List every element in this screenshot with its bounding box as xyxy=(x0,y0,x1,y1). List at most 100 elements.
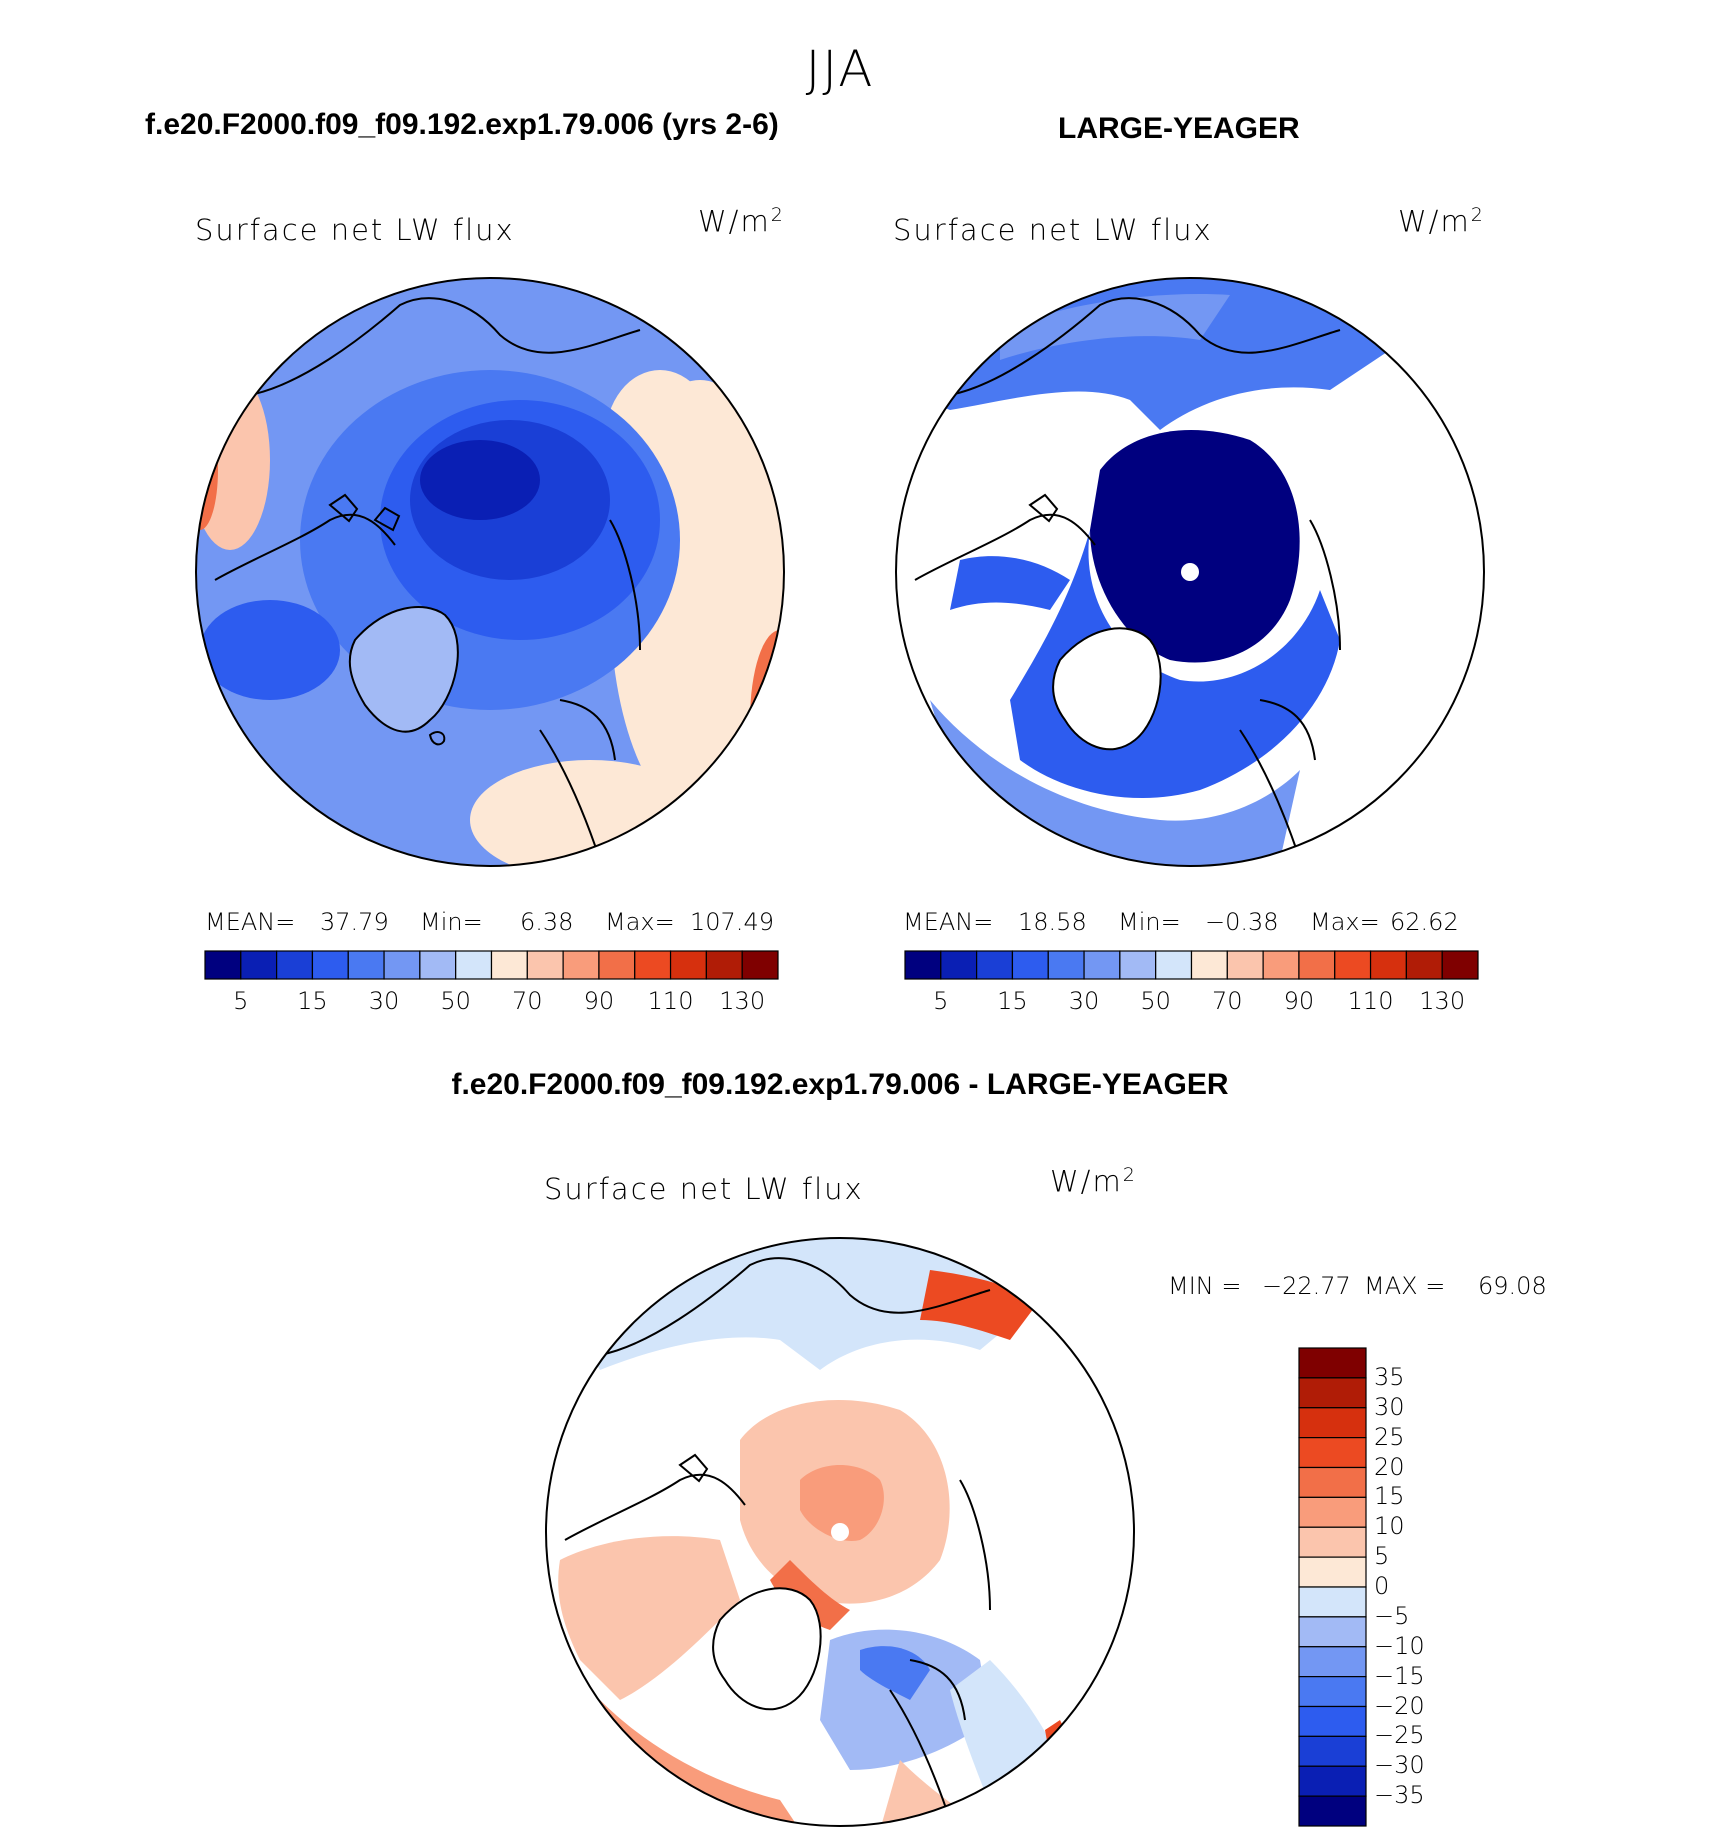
panel1-units-exp: 2 xyxy=(770,204,785,226)
panel1-field-core xyxy=(420,440,540,520)
diff-colorbar-tick-label: 15 xyxy=(1374,1482,1405,1511)
panel1-field-baffin xyxy=(200,600,340,700)
panel1-colorbar-cell-7 xyxy=(455,950,493,980)
diff-colorbar-cell-3 xyxy=(1298,1437,1367,1469)
diff-colorbar-cell-0 xyxy=(1298,1347,1367,1379)
panel2-colorbar-tick-label: 50 xyxy=(1140,987,1171,1015)
diff-colorbar-cell-13 xyxy=(1298,1735,1367,1767)
panel2-units: W/m2 xyxy=(1398,204,1485,239)
diff-colorbar-tick-label: −35 xyxy=(1374,1781,1425,1810)
diff-colorbar-tick-label: 30 xyxy=(1374,1392,1405,1421)
diff-colorbar-tick-label: −25 xyxy=(1374,1721,1425,1750)
panel1-mean-value: 37.79 xyxy=(320,908,389,936)
panel2-min-value: −0.38 xyxy=(1205,908,1279,936)
panel2-plot-title: Surface net LW flux xyxy=(893,213,1213,247)
diff-max-label: MAX = xyxy=(1364,1272,1446,1300)
panel2-field-arctic-core xyxy=(1090,430,1300,663)
diff-colorbar-cell-4 xyxy=(1298,1466,1367,1498)
diff-units-base: W/m xyxy=(1050,1164,1123,1199)
diff-coastlines xyxy=(564,1257,991,1821)
panel2-map xyxy=(896,278,1484,866)
diff-colorbar-tick-label: 25 xyxy=(1374,1422,1405,1451)
panel1-colorbar-cell-8 xyxy=(490,950,528,980)
panel2-colorbar-cell-12 xyxy=(1334,950,1372,980)
panel2-colorbar-cell-10 xyxy=(1262,950,1300,980)
panel1-colorbar-cell-4 xyxy=(347,950,385,980)
panel1-colorbar-cell-13 xyxy=(669,950,707,980)
panel1-colorbar-cell-1 xyxy=(240,950,278,980)
diff-units-exp: 2 xyxy=(1122,1164,1137,1186)
diff-pole-hole xyxy=(831,1523,849,1541)
diff-case-title: f.e20.F2000.f09_f09.192.exp1.79.006 - LA… xyxy=(451,1068,1229,1101)
panel2-map-border xyxy=(895,277,1485,867)
panel2-colorbar xyxy=(904,950,1479,980)
panel1-colorbar-tick-label: 130 xyxy=(719,987,766,1015)
diff-map-border xyxy=(545,1237,1135,1827)
diff-colorbar-cell-14 xyxy=(1298,1765,1367,1797)
panel2-colorbar-cell-7 xyxy=(1155,950,1193,980)
panel2-colorbar-tick-label: 15 xyxy=(997,987,1028,1015)
panel1-colorbar-cell-11 xyxy=(598,950,636,980)
diff-colorbar-cell-7 xyxy=(1298,1556,1367,1588)
panel1-colorbar-cell-0 xyxy=(204,950,242,980)
panel1-units-base: W/m xyxy=(698,204,771,239)
panel1-coastlines xyxy=(214,297,641,861)
panel1-field-warm-europe xyxy=(470,760,710,866)
panel1-colorbar-cell-6 xyxy=(419,950,457,980)
diff-colorbar-cell-10 xyxy=(1298,1646,1367,1678)
panel2-field-baffin xyxy=(950,556,1070,610)
panel1-colorbar-tick-label: 70 xyxy=(512,987,543,1015)
diff-colorbar-tick-label: −30 xyxy=(1374,1751,1425,1780)
diff-colorbar-tick-label: 20 xyxy=(1374,1452,1405,1481)
panel1-colorbar-tick-label: 50 xyxy=(440,987,471,1015)
panel2-units-base: W/m xyxy=(1398,204,1471,239)
panel2-colorbar-cell-11 xyxy=(1298,950,1336,980)
panel1-min-label: Min= xyxy=(420,908,483,936)
panel2-colorbar-tick-label: 130 xyxy=(1419,987,1466,1015)
diff-field-arctic-warmer xyxy=(800,1465,884,1541)
diff-colorbar-tick-label: 0 xyxy=(1374,1572,1390,1600)
panel2-mean-value: 18.58 xyxy=(1018,908,1087,936)
panel2-colorbar-cell-5 xyxy=(1083,950,1121,980)
panel1-colorbar-cell-15 xyxy=(741,950,779,980)
panel2-colorbar-cell-8 xyxy=(1190,950,1228,980)
panel2-colorbar-cell-4 xyxy=(1047,950,1085,980)
panel2-colorbar-tick-label: 70 xyxy=(1212,987,1243,1015)
panel2-colorbar-cell-3 xyxy=(1011,950,1049,980)
panel1-colorbar-tick-label: 90 xyxy=(583,987,615,1015)
panel2-colorbar-cell-9 xyxy=(1226,950,1264,980)
diff-colorbar-cell-11 xyxy=(1298,1676,1367,1708)
diff-greenland xyxy=(713,1588,821,1710)
diff-colorbar-cell-9 xyxy=(1298,1616,1367,1648)
panel1-colorbar-cell-2 xyxy=(276,950,314,980)
diff-colorbar-tick-label: 5 xyxy=(1374,1542,1390,1571)
panel2-case-title: LARGE-YEAGER xyxy=(1058,112,1300,145)
panel1-colorbar-cell-5 xyxy=(383,950,421,980)
diff-min-label: MIN = xyxy=(1168,1272,1242,1300)
panel2-colorbar-cell-6 xyxy=(1119,950,1157,980)
panel1-colorbar-cell-10 xyxy=(562,950,600,980)
panel1-colorbar-tick-label: 30 xyxy=(368,987,400,1015)
panel2-mean-label: MEAN= xyxy=(903,908,994,936)
diff-field-canada-warm xyxy=(558,1536,740,1700)
page-title: JJA xyxy=(805,40,875,98)
panel2-min-label: Min= xyxy=(1118,908,1181,936)
diff-colorbar xyxy=(1298,1347,1367,1827)
diff-colorbar-tick-label: −20 xyxy=(1374,1691,1425,1720)
panel2-colorbar-tick-label: 30 xyxy=(1068,987,1100,1015)
panel2-colorbar-cell-15 xyxy=(1441,950,1479,980)
panel1-map xyxy=(196,278,784,866)
panel1-plot-title: Surface net LW flux xyxy=(195,213,515,247)
diff-units: W/m2 xyxy=(1050,1164,1137,1199)
panel1-colorbar-tick-label: 110 xyxy=(647,987,694,1015)
panel2-pole-hole xyxy=(1181,563,1199,581)
panel1-colorbar-tick-label: 15 xyxy=(297,987,328,1015)
panel2-colorbar-tick-label: 90 xyxy=(1283,987,1315,1015)
panel2-greenland xyxy=(1053,628,1161,750)
panel1-field-hot-west xyxy=(196,410,218,530)
panel1-field-hot-east xyxy=(750,630,784,810)
diff-colorbar-cell-5 xyxy=(1298,1496,1367,1528)
panel1-colorbar-cell-14 xyxy=(705,950,743,980)
panel1-min-value: 6.38 xyxy=(520,908,574,936)
